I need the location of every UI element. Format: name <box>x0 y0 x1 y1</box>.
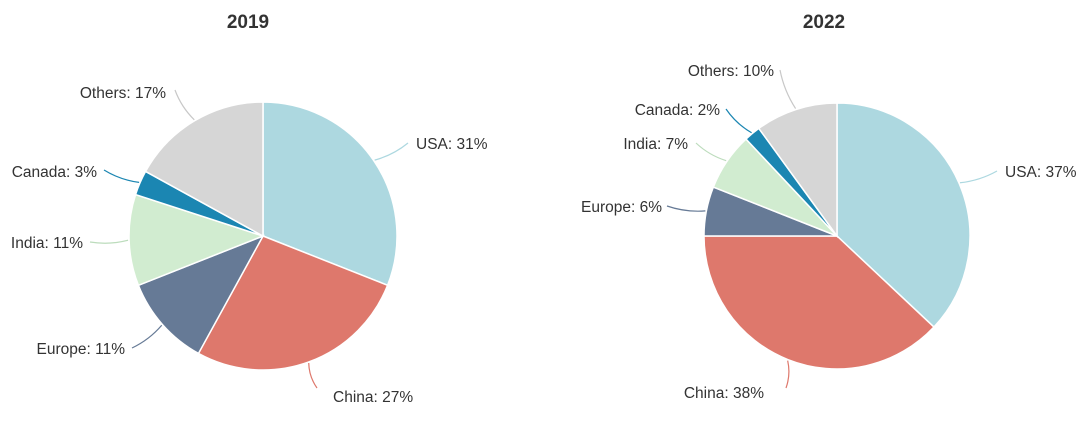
pie-chart-2019: 2019 USA: 31% China: 27% Europe: 11% Ind… <box>11 12 488 406</box>
slice-2022-usa <box>836 102 971 329</box>
label-2022-china: China: 38% <box>684 385 764 402</box>
leaders-2022 <box>666 69 998 389</box>
slice-2022-others <box>757 102 838 239</box>
slices-2019 <box>128 101 398 371</box>
leader-2022-others <box>779 69 797 109</box>
label-2022-others: Others: 10% <box>688 63 774 80</box>
label-2022-europe: Europe: 6% <box>581 199 662 216</box>
label-2022-usa: USA: 37% <box>1005 164 1077 181</box>
chart-title-2019: 2019 <box>227 12 269 33</box>
slice-2019-others <box>144 101 264 238</box>
leader-2022-europe <box>666 205 706 212</box>
slice-2019-india <box>128 193 266 287</box>
pie-chart-2019-svg: 2019 USA: 31% China: 27% Europe: 11% Ind… <box>11 12 488 406</box>
label-2019-canada: Canada: 3% <box>12 164 98 181</box>
slice-2019-europe <box>137 234 265 355</box>
leader-2022-usa <box>959 170 998 184</box>
leader-2022-canada <box>725 108 752 134</box>
slice-2019-usa <box>262 101 398 287</box>
label-2019-china: China: 27% <box>333 389 413 406</box>
label-2019-others: Others: 17% <box>80 85 166 102</box>
leader-2022-india <box>695 142 727 162</box>
leader-2019-europe <box>131 324 163 349</box>
labels-2019: USA: 31% China: 27% Europe: 11% India: 1… <box>11 85 488 406</box>
chart-title-2022: 2022 <box>803 12 845 33</box>
leader-2019-china <box>308 363 318 389</box>
slice-2019-china <box>197 235 389 371</box>
label-2019-india: India: 11% <box>11 235 83 252</box>
leader-2019-canada <box>103 169 140 183</box>
leader-2019-india <box>89 239 129 244</box>
label-2022-canada: Canada: 2% <box>635 102 721 119</box>
pie-chart-2022-svg: 2022 USA: 37% China: 38% Europe: 6% Indi… <box>581 12 1077 402</box>
slices-2022 <box>703 102 971 370</box>
label-2019-usa: USA: 31% <box>416 136 488 153</box>
leader-2019-usa <box>374 142 409 161</box>
slice-2022-china <box>703 235 936 370</box>
leaders-2019 <box>89 89 409 389</box>
leader-2019-others <box>174 89 195 121</box>
leader-2022-china <box>785 360 790 389</box>
label-2022-india: India: 7% <box>623 136 688 153</box>
label-2019-europe: Europe: 11% <box>37 341 126 358</box>
pie-chart-2022: 2022 USA: 37% China: 38% Europe: 6% Indi… <box>540 0 1080 433</box>
labels-2022: USA: 37% China: 38% Europe: 6% India: 7%… <box>581 63 1077 402</box>
